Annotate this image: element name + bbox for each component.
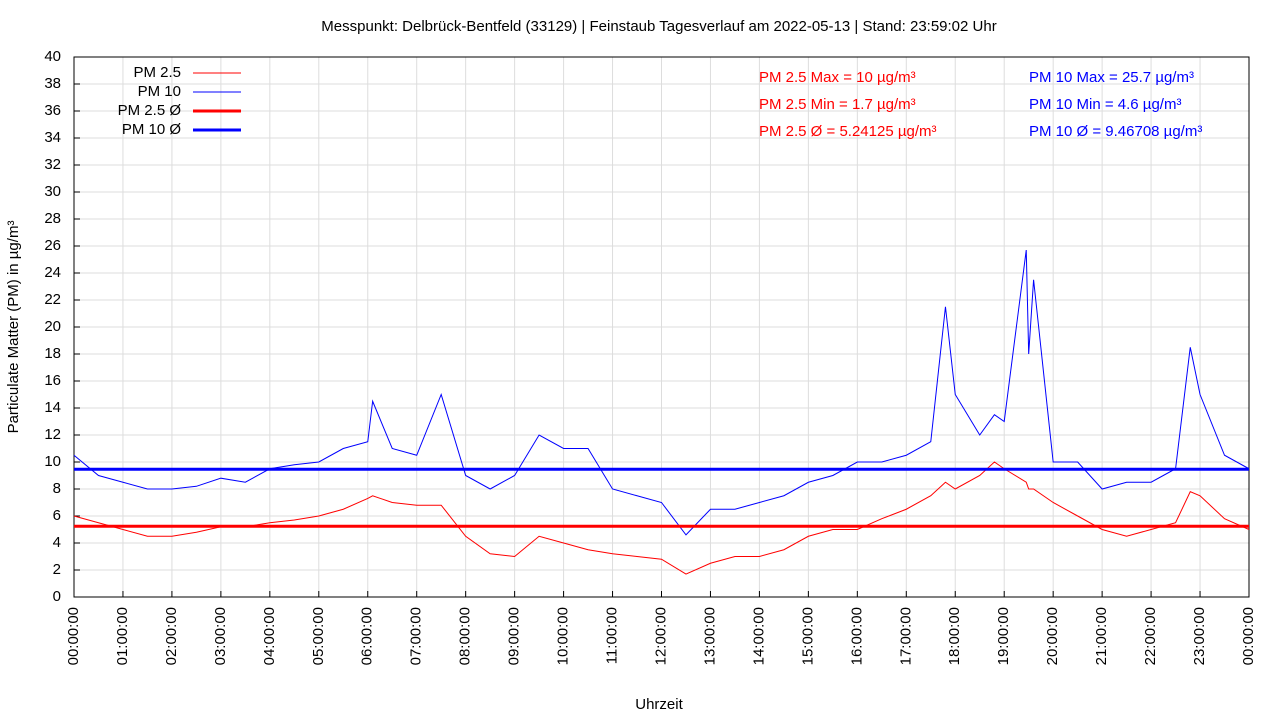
x-tick-label: 07:00:00 [408, 607, 425, 665]
x-tick-label: 15:00:00 [799, 607, 816, 665]
x-tick-label: 17:00:00 [897, 607, 914, 665]
x-tick-label: 19:00:00 [995, 607, 1012, 665]
x-tick-label: 14:00:00 [750, 607, 767, 665]
x-tick-label: 11:00:00 [604, 607, 621, 664]
x-tick-label: 13:00:00 [701, 607, 718, 665]
x-tick-label: 20:00:00 [1044, 607, 1061, 665]
y-tick-label: 4 [53, 534, 61, 551]
y-tick-label: 18 [44, 345, 61, 362]
y-tick-label: 20 [44, 318, 61, 335]
annotation: PM 10 Max = 25.7 µg/m³ [1029, 69, 1194, 86]
y-tick-label: 30 [44, 183, 61, 200]
y-tick-label: 14 [44, 399, 61, 416]
annotation: PM 2.5 Ø = 5.24125 µg/m³ [759, 123, 936, 140]
x-tick-label: 00:00:00 [1240, 607, 1257, 665]
y-tick-label: 2 [53, 561, 61, 578]
y-tick-label: 26 [44, 237, 61, 254]
x-tick-label: 00:00:00 [65, 607, 82, 665]
y-axis-label: Particulate Matter (PM) in µg/m³ [5, 221, 22, 434]
y-tick-label: 38 [44, 75, 61, 92]
annotation: PM 10 Min = 4.6 µg/m³ [1029, 96, 1181, 113]
y-tick-label: 0 [53, 588, 61, 605]
y-tick-label: 36 [44, 102, 61, 119]
x-tick-label: 05:00:00 [310, 607, 327, 665]
legend-label: PM 2.5 Ø [118, 102, 182, 119]
data-line [73, 249, 1250, 536]
x-tick-label: 21:00:00 [1093, 607, 1110, 665]
y-tick-label: 10 [44, 453, 61, 470]
x-tick-label: 03:00:00 [212, 607, 229, 665]
x-tick-label: 02:00:00 [163, 607, 180, 665]
y-tick-label: 34 [44, 129, 61, 146]
x-tick-label: 09:00:00 [506, 607, 523, 665]
x-tick-label: 06:00:00 [359, 607, 376, 665]
data-line [73, 461, 1250, 575]
y-tick-label: 16 [44, 372, 61, 389]
x-tick-label: 16:00:00 [848, 607, 865, 665]
y-tick-label: 24 [44, 264, 61, 281]
y-tick-label: 40 [44, 48, 61, 65]
y-tick-label: 22 [44, 291, 61, 308]
x-tick-label: 10:00:00 [555, 607, 572, 665]
x-tick-label: 01:00:00 [114, 607, 131, 665]
y-tick-label: 8 [53, 480, 61, 497]
y-tick-label: 12 [44, 426, 61, 443]
annotation: PM 2.5 Max = 10 µg/m³ [759, 69, 916, 86]
chart-title: Messpunkt: Delbrück-Bentfeld (33129) | F… [321, 18, 996, 35]
legend-label: PM 10 Ø [122, 121, 182, 138]
annotation: PM 2.5 Min = 1.7 µg/m³ [759, 96, 916, 113]
x-tick-label: 12:00:00 [652, 607, 669, 665]
plot-frame [73, 56, 1250, 598]
x-axis-label: Uhrzeit [635, 696, 683, 713]
x-tick-label: 04:00:00 [261, 607, 278, 665]
x-tick-label: 22:00:00 [1142, 607, 1159, 665]
y-tick-label: 6 [53, 507, 61, 524]
y-tick-label: 32 [44, 156, 61, 173]
y-tick-label: 28 [44, 210, 61, 227]
x-tick-label: 18:00:00 [946, 607, 963, 665]
x-tick-label: 23:00:00 [1191, 607, 1208, 665]
x-tick-label: 08:00:00 [457, 607, 474, 665]
legend-label: PM 10 [138, 83, 181, 100]
annotation: PM 10 Ø = 9.46708 µg/m³ [1029, 123, 1202, 140]
legend-label: PM 2.5 [133, 64, 181, 81]
